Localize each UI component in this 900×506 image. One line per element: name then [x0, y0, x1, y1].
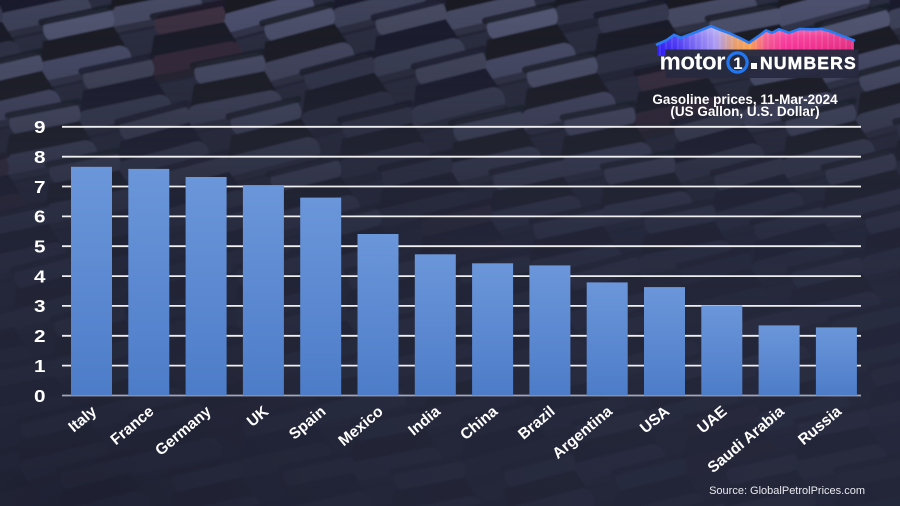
svg-text:1: 1 — [34, 356, 46, 376]
svg-text:NUMBERS: NUMBERS — [760, 53, 857, 73]
svg-text:6: 6 — [34, 207, 46, 227]
svg-text:0: 0 — [34, 386, 46, 406]
svg-text:7: 7 — [34, 177, 46, 197]
svg-text:8: 8 — [34, 147, 46, 167]
svg-text:1: 1 — [733, 54, 742, 73]
svg-text:9: 9 — [34, 117, 46, 137]
svg-text:motor: motor — [660, 49, 726, 76]
svg-text:3: 3 — [34, 296, 46, 316]
svg-text:4: 4 — [34, 266, 46, 286]
svg-text:2: 2 — [34, 326, 46, 346]
svg-text:5: 5 — [34, 237, 46, 257]
